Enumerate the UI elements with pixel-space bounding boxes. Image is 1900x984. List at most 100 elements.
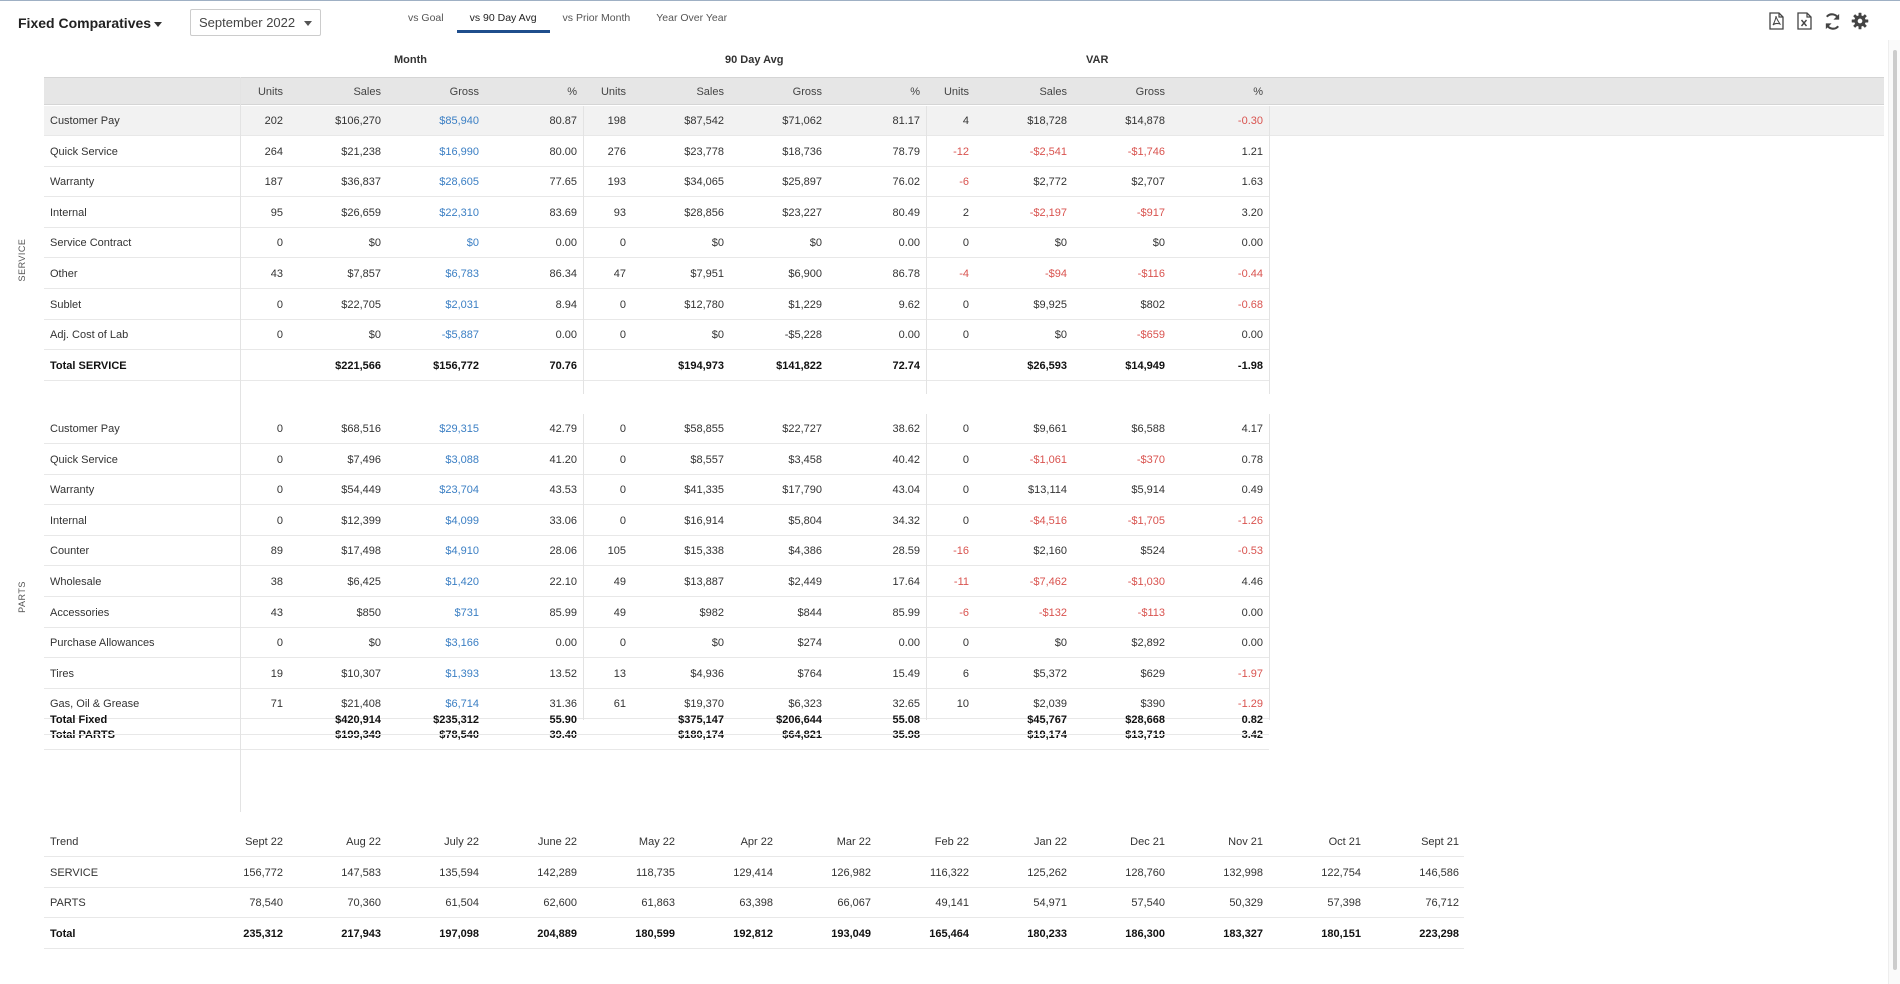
cell-gross[interactable]: $2,031 — [445, 298, 479, 311]
cell-units: 0 — [619, 298, 626, 311]
cell-gross[interactable]: $3,088 — [445, 453, 479, 466]
cell-pct: 1.63 — [1241, 176, 1263, 189]
cell-sales: $5,372 — [1033, 667, 1067, 680]
gear-icon[interactable] — [1850, 11, 1870, 31]
table-row: Adj. Cost of Lab 0 $0 -$5,887 0.00 0 $0 -$5,228… — [44, 320, 1269, 351]
table-row: Sublet 0 $22,705 $2,031 8.94 0 $12,780 $1,229 9.… — [44, 290, 1269, 320]
tab-year-over-year[interactable]: Year Over Year — [656, 12, 728, 24]
cell-gross[interactable]: $29,315 — [439, 423, 479, 435]
month-select[interactable]: September 2022 — [190, 9, 321, 36]
cell-pct: -0.68 — [1237, 298, 1263, 311]
cell-units: 0 — [276, 453, 283, 466]
table-row: Tires 19 $10,307 $1,393 13.52 13 $4,936 $764 15.… — [44, 659, 1269, 689]
cell-pct: 4.46 — [1241, 576, 1263, 588]
cell-units: 6 — [962, 667, 969, 680]
cell-gross[interactable]: $6,783 — [445, 268, 479, 280]
trend-cell: 132,998 — [1223, 866, 1263, 879]
trend-cell: 223,298 — [1419, 927, 1459, 940]
trend-cell: 217,943 — [341, 927, 381, 940]
report-selector[interactable]: Fixed Comparatives — [18, 15, 163, 31]
cell-sales: $26,593 — [1027, 359, 1067, 372]
cell-gross[interactable]: $4,910 — [445, 545, 479, 558]
cell-pct: 72.74 — [892, 359, 920, 372]
column-divider — [583, 414, 584, 720]
cell-gross[interactable]: $28,605 — [439, 176, 479, 189]
trend-cell: 165,464 — [929, 927, 969, 940]
row-label: Tires — [50, 667, 75, 680]
column-header-sales: Sales — [696, 86, 724, 98]
cell-units: 187 — [264, 176, 283, 189]
cell-sales: $2,160 — [1033, 545, 1067, 558]
cell-units: 89 — [270, 545, 283, 558]
cell-gross: -$917 — [1136, 206, 1165, 219]
row-label: Total SERVICE — [50, 359, 127, 372]
cell-gross[interactable]: $16,990 — [439, 145, 479, 158]
trend-row-label: PARTS — [50, 897, 86, 909]
cell-gross[interactable]: -$5,887 — [441, 329, 479, 342]
cell-sales: $13,887 — [684, 576, 724, 588]
column-header-pct: % — [910, 86, 920, 98]
cell-gross: $64,821 — [782, 729, 822, 741]
cell-gross[interactable]: $1,393 — [445, 667, 479, 680]
excel-export-icon[interactable] — [1794, 11, 1814, 31]
trend-cell: Jan 22 — [1033, 836, 1067, 848]
cell-gross[interactable]: $4,099 — [445, 514, 479, 527]
trend-cell: 62,600 — [543, 897, 577, 909]
cell-sales: $18,728 — [1027, 115, 1067, 127]
toolbar — [1766, 11, 1870, 31]
scrollbar-thumb[interactable] — [1893, 50, 1897, 970]
tab-vs-prior-month[interactable]: vs Prior Month — [562, 12, 631, 24]
cell-pct: 85.99 — [892, 606, 920, 619]
cell-gross[interactable]: $23,704 — [439, 484, 479, 497]
cell-pct: 55.08 — [892, 714, 920, 726]
tab-vs-90-day-avg[interactable]: vs 90 Day Avg — [456, 10, 550, 33]
cell-units: 0 — [619, 423, 626, 435]
cell-gross[interactable]: $731 — [454, 606, 479, 619]
cell-gross[interactable]: $1,420 — [445, 576, 479, 588]
cell-gross[interactable]: $3,166 — [445, 637, 479, 650]
cell-sales: $7,857 — [347, 268, 381, 280]
cell-gross[interactable]: $85,940 — [439, 115, 479, 127]
row-label: Customer Pay — [50, 115, 120, 127]
vertical-scrollbar[interactable] — [1888, 40, 1900, 984]
cell-gross: $71,062 — [782, 115, 822, 127]
cell-gross: $6,588 — [1131, 423, 1165, 435]
cell-pct: 55.90 — [549, 714, 577, 726]
row-label: Quick Service — [50, 453, 118, 466]
cell-pct: 83.69 — [549, 206, 577, 219]
cell-gross: $2,449 — [788, 576, 822, 588]
trend-cell: 142,289 — [537, 866, 577, 879]
cell-units: 71 — [270, 698, 283, 711]
cell-gross[interactable]: $0 — [466, 237, 479, 250]
cell-sales: $17,498 — [341, 545, 381, 558]
cell-gross: $23,227 — [782, 206, 822, 219]
cell-pct: 33.06 — [549, 514, 577, 527]
trend-cell: 180,599 — [635, 927, 675, 940]
cell-sales: $9,925 — [1033, 298, 1067, 311]
row-label: Quick Service — [50, 145, 118, 158]
trend-cell: 235,312 — [243, 927, 283, 940]
section-label-parts: PARTS — [17, 581, 27, 613]
cell-sales: $12,399 — [341, 514, 381, 527]
trend-cell: 49,141 — [935, 897, 969, 909]
pdf-export-icon[interactable] — [1766, 11, 1786, 31]
cell-gross[interactable]: $22,310 — [439, 206, 479, 219]
cell-pct: 77.65 — [549, 176, 577, 189]
tab-vs-goal[interactable]: vs Goal — [408, 12, 444, 24]
column-header-sales: Sales — [353, 86, 381, 98]
cell-gross[interactable]: $6,714 — [445, 698, 479, 711]
cell-pct: 80.49 — [892, 206, 920, 219]
trend-cell: June 22 — [537, 836, 577, 848]
table-row: Warranty 187 $36,837 $28,605 77.65 193 $34,065… — [44, 167, 1269, 198]
cell-units: 43 — [270, 606, 283, 619]
cell-pct: -1.26 — [1237, 514, 1263, 527]
refresh-icon[interactable] — [1822, 11, 1842, 31]
total-row: Total PARTS $199,349 $78,540 39.40 $180,174 $… — [44, 720, 1269, 750]
cell-pct: 35.98 — [892, 729, 920, 741]
cell-units: 0 — [962, 484, 969, 497]
cell-pct: -0.44 — [1237, 268, 1263, 280]
row-label: Internal — [50, 514, 87, 527]
cell-pct: 3.20 — [1241, 206, 1263, 219]
report-title: Fixed Comparatives — [18, 15, 152, 31]
cell-pct: 80.87 — [549, 115, 577, 127]
